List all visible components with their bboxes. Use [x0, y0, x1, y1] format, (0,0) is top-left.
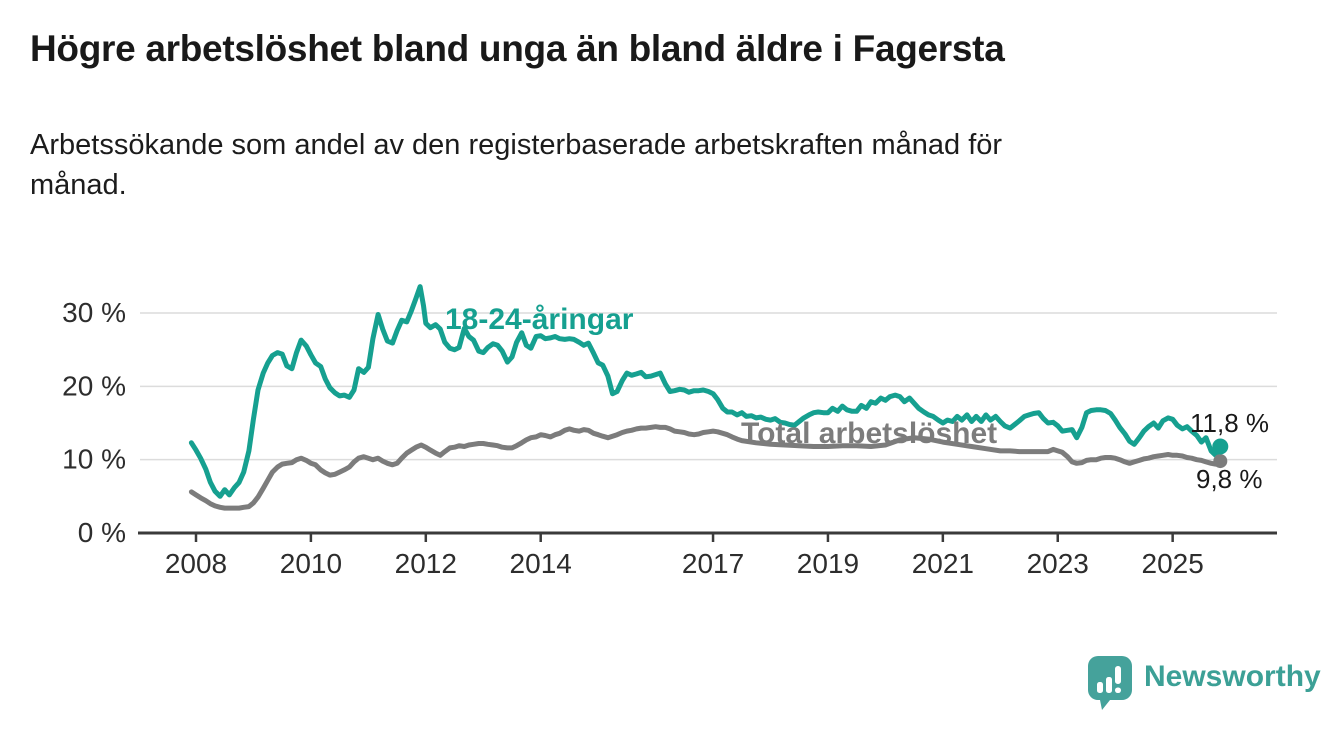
series-label-total: Total arbetslöshet [741, 417, 998, 450]
series-label-young: 18-24-åringar [445, 303, 634, 336]
end-value-label-young: 11,8 % [1190, 408, 1270, 438]
x-axis-label-2021: 2021 [912, 548, 974, 579]
y-axis-label-20: 20 % [62, 370, 126, 401]
series-line-young [188, 284, 1223, 499]
subtitle-line-2: månad. [30, 169, 127, 201]
series-line-total [188, 424, 1223, 511]
x-axis-label-2025: 2025 [1142, 548, 1204, 579]
x-axis-label-2017: 2017 [682, 548, 744, 579]
series-end-dot-total [1213, 454, 1228, 469]
x-axis-label-2012: 2012 [395, 548, 457, 579]
x-axis-label-2010: 2010 [280, 548, 342, 579]
series-end-dot-young [1212, 438, 1229, 455]
brand-footer: Newsworthy [1086, 654, 1321, 710]
newsworthy-logo-icon [1088, 656, 1132, 710]
x-axis-label-2014: 2014 [510, 548, 572, 579]
page-subtitle: Arbetssökande som andel av den registerb… [30, 125, 1250, 205]
y-axis-label-10: 10 % [62, 444, 126, 475]
end-value-label-total: 9,8 % [1196, 464, 1263, 494]
y-axis-label-0: 0 % [78, 517, 126, 548]
x-axis-label-2008: 2008 [165, 548, 227, 579]
y-axis-label-30: 30 % [62, 297, 126, 328]
page-title: Högre arbetslöshet bland unga än bland ä… [30, 28, 1005, 69]
x-axis-label-2023: 2023 [1027, 548, 1089, 579]
x-axis-label-2019: 2019 [797, 548, 859, 579]
brand-name: Newsworthy [1144, 660, 1321, 693]
subtitle-line-1: Arbetssökande som andel av den registerb… [30, 129, 1003, 161]
